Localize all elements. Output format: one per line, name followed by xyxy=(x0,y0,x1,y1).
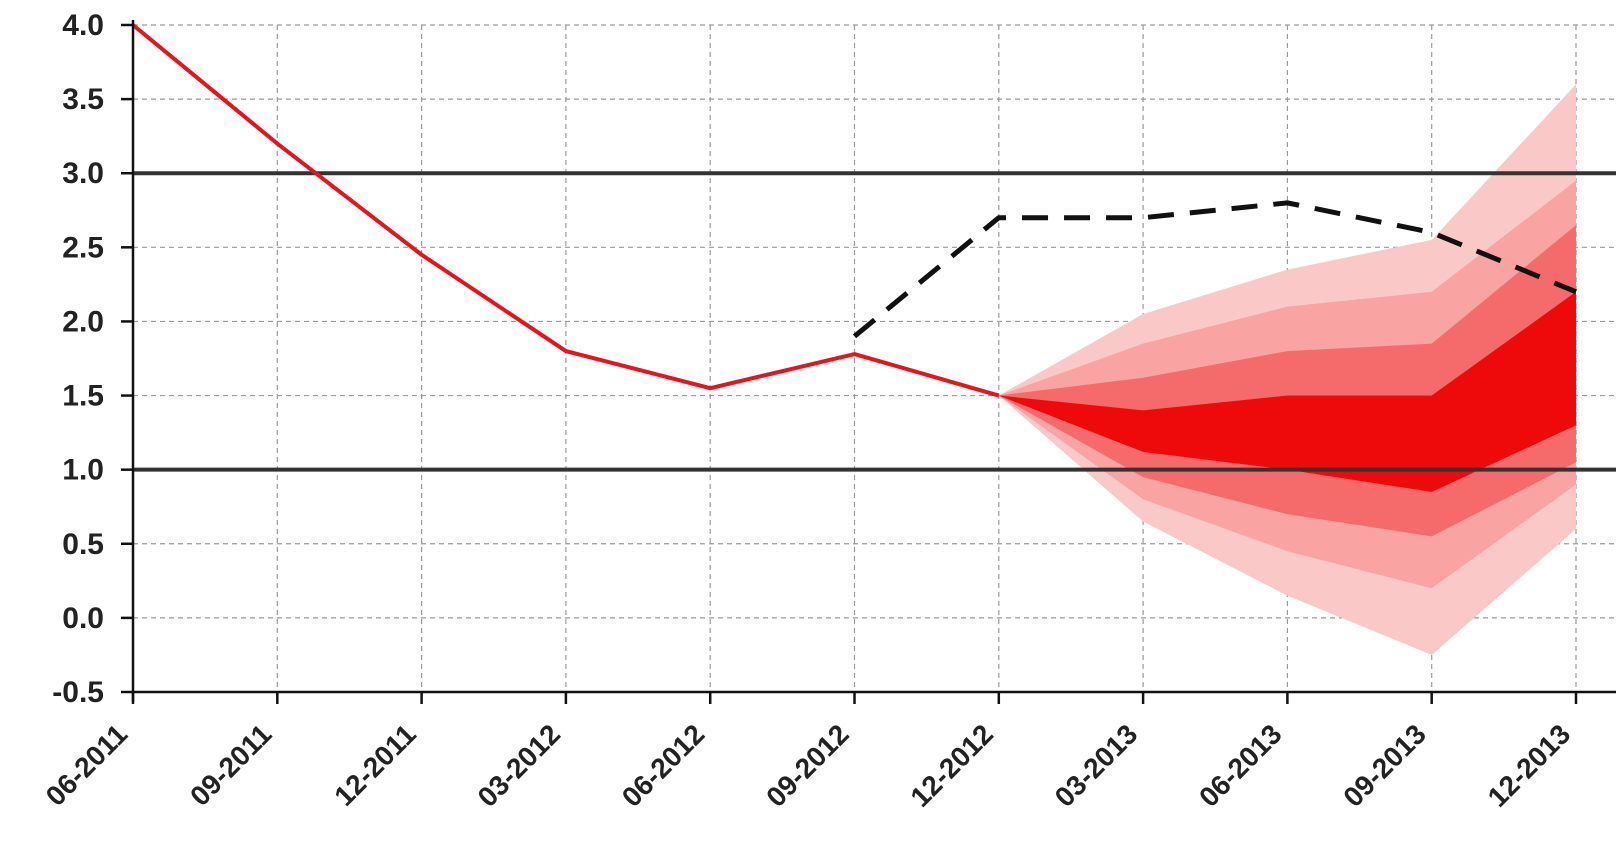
y-tick-label: 0.5 xyxy=(62,528,104,561)
x-tick-label: 12-2012 xyxy=(904,718,999,813)
dashed-series-line xyxy=(852,200,1577,339)
y-tick-label: 3.5 xyxy=(62,83,104,116)
y-tick-label: 0.0 xyxy=(62,602,104,635)
x-tick-label: 12-2013 xyxy=(1482,718,1577,813)
y-tick-label: -0.5 xyxy=(52,676,104,709)
y-tick-label: 1.5 xyxy=(62,380,104,413)
x-tick-label: 06-2012 xyxy=(616,718,711,813)
y-tick-label: 4.0 xyxy=(62,9,104,42)
y-tick-label: 3.0 xyxy=(62,157,104,190)
x-tick-labels: 06-2011 09-2011 12-2011 03-2012 06-2012 09-20… xyxy=(40,718,1576,813)
fan-band xyxy=(998,291,1576,492)
x-tick-label: 06-2013 xyxy=(1193,718,1288,813)
y-tick-labels: 4.0 3.5 3.0 2.5 2.0 1.5 1.0 0.5 0.0 -0.5 xyxy=(52,9,104,709)
y-tick-label: 1.0 xyxy=(62,454,104,487)
y-tick-label: 2.5 xyxy=(62,231,104,264)
x-tick-label: 12-2011 xyxy=(328,718,421,811)
x-tick-label: 06-2011 xyxy=(40,718,133,811)
y-tick-label: 2.0 xyxy=(62,305,104,338)
fan-bands xyxy=(998,84,1576,655)
x-tick-label: 03-2013 xyxy=(1049,718,1144,813)
x-tick-label: 09-2013 xyxy=(1337,718,1432,813)
axes xyxy=(121,20,1616,704)
reference-lines xyxy=(133,171,1616,472)
x-tick-label: 03-2012 xyxy=(472,718,567,813)
x-tick-label: 09-2011 xyxy=(184,718,277,811)
x-tick-label: 09-2012 xyxy=(760,718,855,813)
